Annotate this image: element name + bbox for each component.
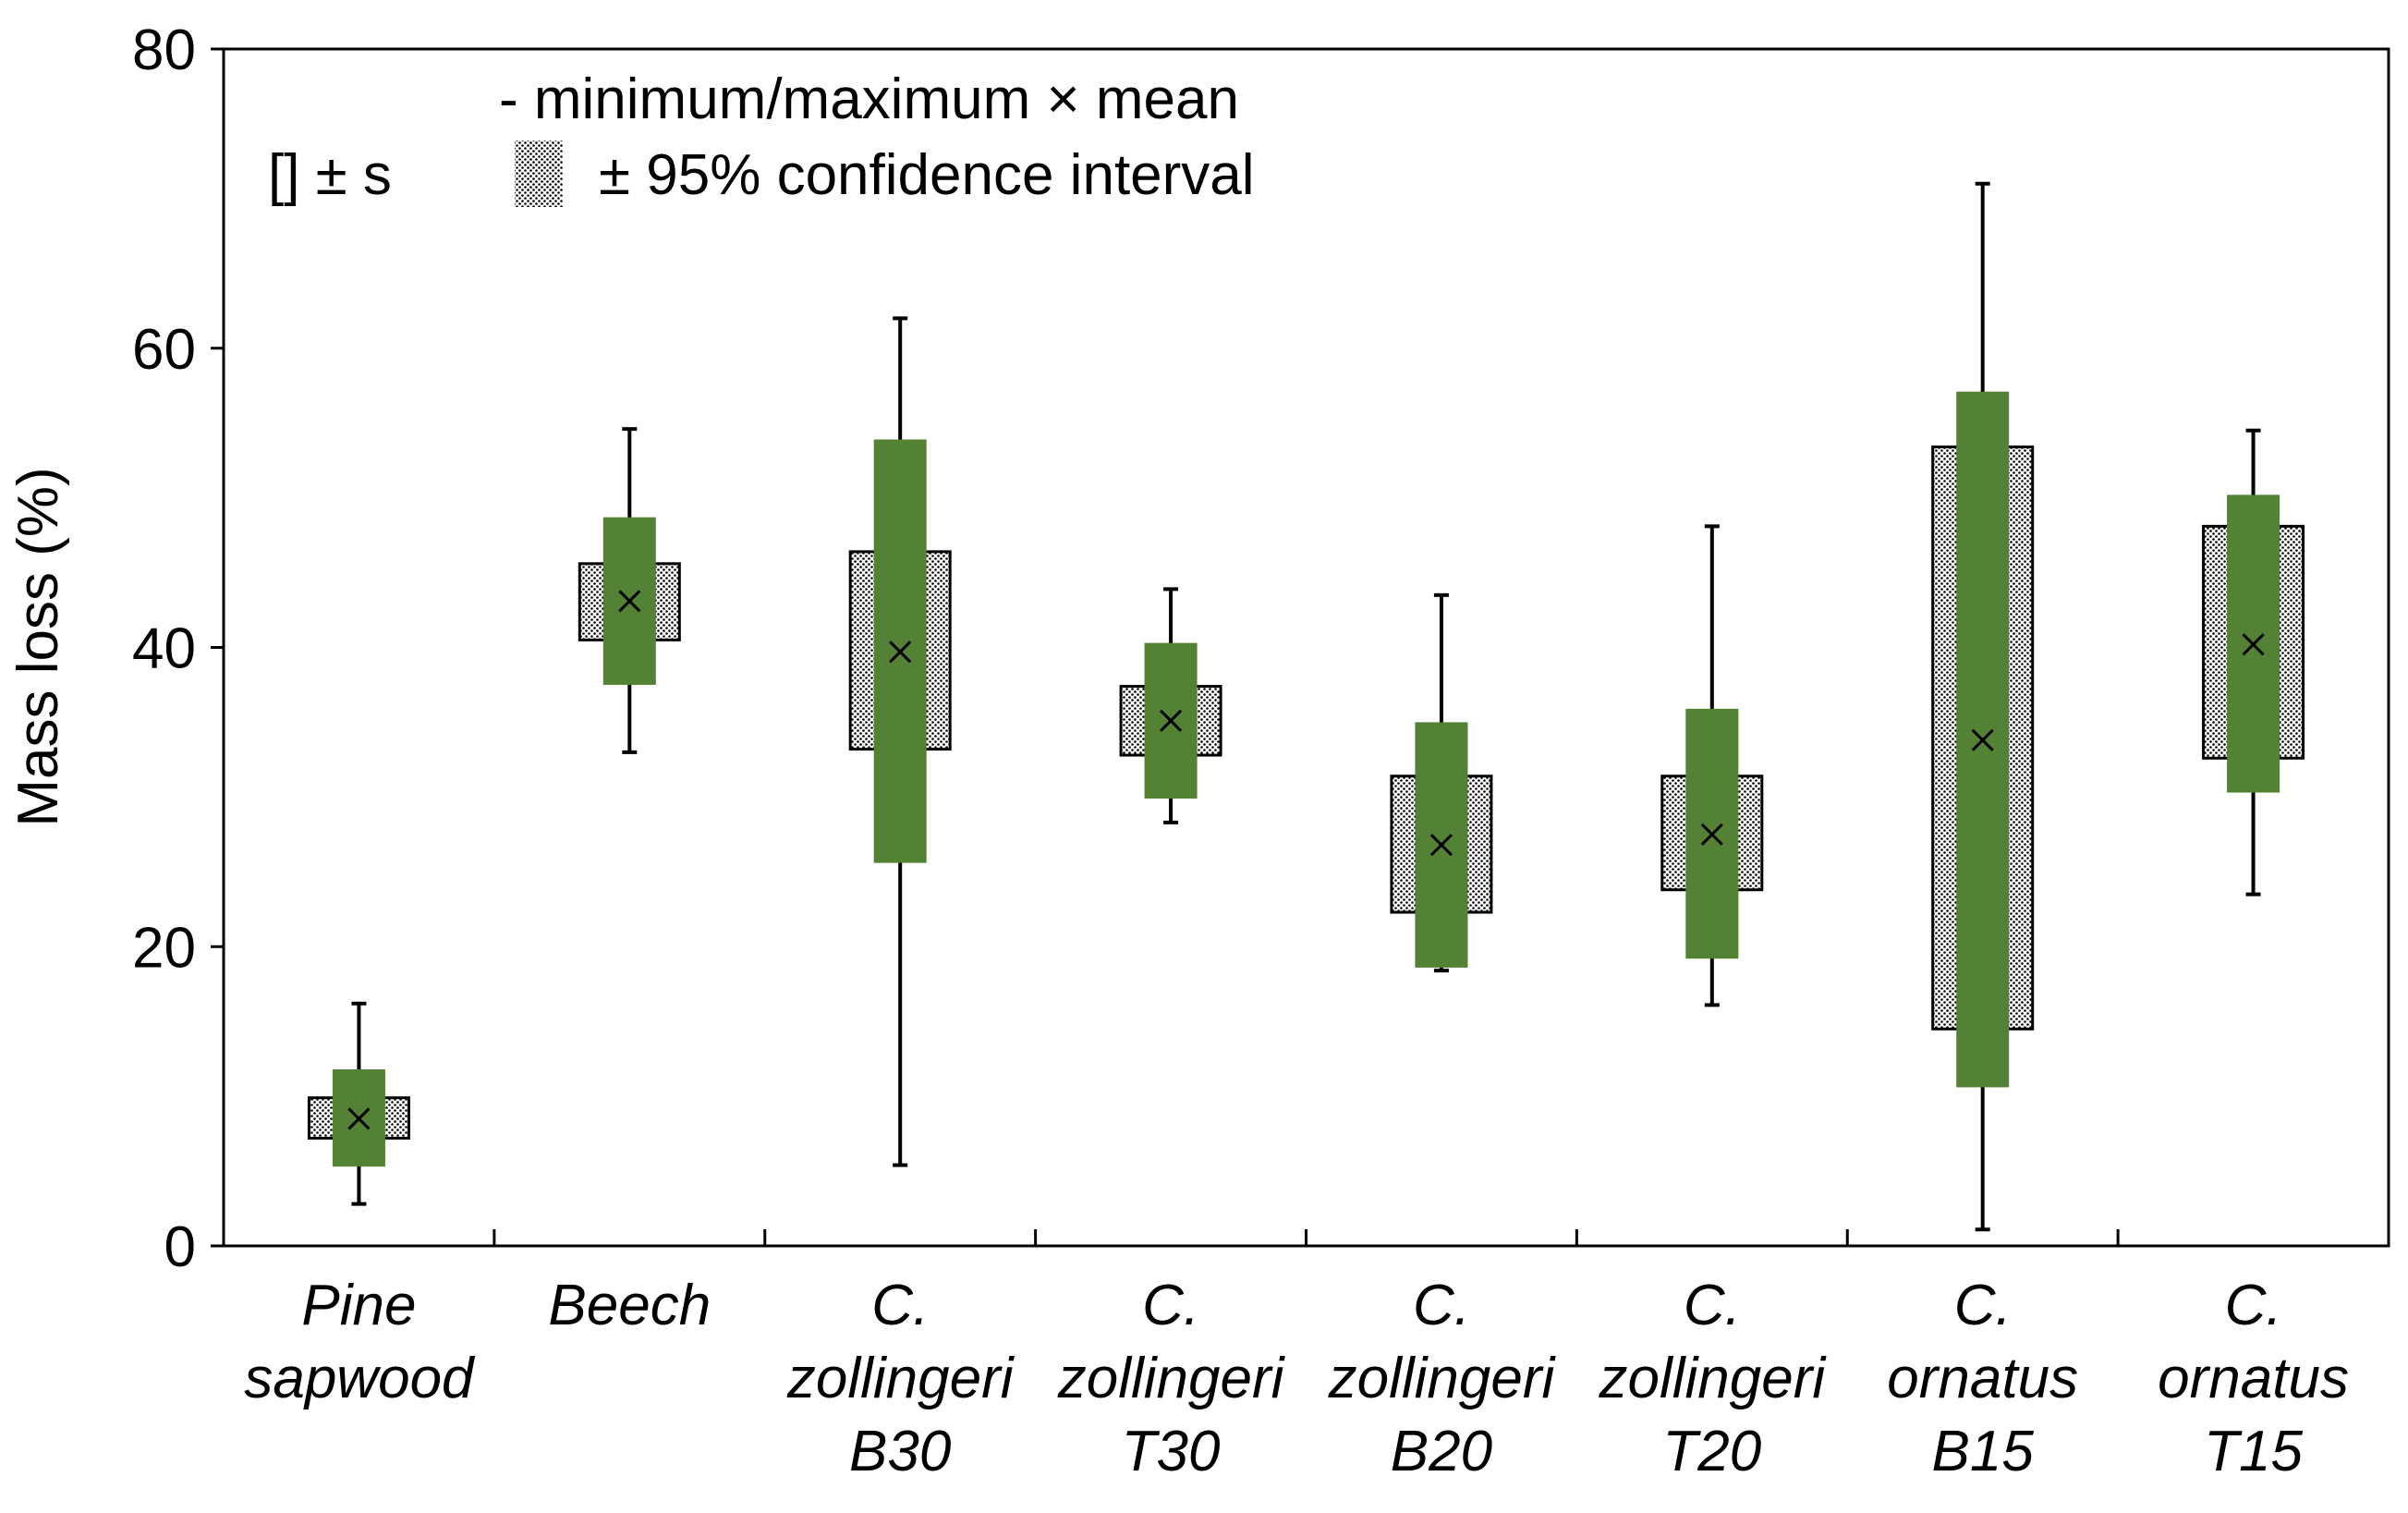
legend-ci-swatch: [515, 140, 563, 207]
legend-range-label: - minimum/maximum: [499, 67, 1030, 131]
x-category-label-line: C.: [1684, 1274, 1741, 1337]
mean-marker: [618, 590, 641, 613]
x-category-label: C. ornatus B15: [1887, 1274, 2078, 1483]
x-category-label-line: T20: [1662, 1420, 1761, 1483]
x-category-label: C. zollingeri B30: [786, 1274, 1015, 1483]
mean-marker: [1971, 728, 1994, 751]
x-axis: Pine sapwood Beech C. zollingeri B30 C. zolling…: [244, 1229, 2349, 1483]
mean-marker: [889, 641, 912, 664]
x-category-label: C. zollingeri T20: [1598, 1274, 1827, 1483]
x-category-label-line: zollingeri: [1057, 1347, 1286, 1410]
x-category-label: Pine sapwood: [244, 1274, 476, 1410]
x-category-label-line: Pine: [301, 1274, 416, 1337]
mean-marker: [1700, 823, 1723, 846]
y-tick-label: 40: [132, 617, 196, 681]
legend-ci-label: ± 95% confidence interval: [599, 143, 1255, 207]
mean-marker: [1429, 834, 1453, 857]
mean-marker: [2242, 633, 2265, 656]
mean-marker: [1160, 709, 1183, 732]
x-category-label-line: ornatus: [1887, 1347, 2078, 1410]
y-tick-label: 0: [164, 1215, 196, 1279]
x-category-label-line: sapwood: [244, 1347, 476, 1410]
legend-range-mean: - minimum/maximum × mean: [499, 67, 1239, 131]
x-category-label-line: zollingeri: [1328, 1347, 1557, 1410]
x-category-label: C. ornatus T15: [2158, 1274, 2349, 1483]
x-category-label-line: C.: [2225, 1274, 2282, 1337]
y-axis: 0 20 40 60 80: [132, 18, 224, 1279]
legend: - minimum/maximum × mean [] ± s ± 95% co…: [268, 67, 1255, 207]
x-category-label-line: C.: [1142, 1274, 1199, 1337]
x-category-label-line: C.: [871, 1274, 929, 1337]
y-axis-label: Mass loss (%): [6, 467, 70, 826]
x-category-label: C. zollingeri B20: [1328, 1274, 1557, 1483]
x-category-label-line: B15: [1932, 1420, 2035, 1483]
x-category-label-line: B30: [849, 1420, 951, 1483]
x-category-label-line: zollingeri: [1598, 1347, 1827, 1410]
x-category-label-line: Beech: [548, 1274, 711, 1337]
legend-mean-label: × mean: [1046, 67, 1239, 131]
plot-area-frame: [222, 47, 2390, 1248]
x-category-label-line: B20: [1391, 1420, 1492, 1483]
y-tick-label: 20: [132, 916, 196, 980]
y-tick-label: 80: [132, 18, 196, 82]
x-category-label-line: T30: [1122, 1420, 1221, 1483]
y-tick-label: 60: [132, 318, 196, 382]
legend-sd-label: [] ± s: [268, 143, 392, 207]
x-category-label-line: zollingeri: [786, 1347, 1015, 1410]
x-category-label-line: C.: [1954, 1274, 2012, 1337]
x-category-label: C. zollingeri T30: [1057, 1274, 1286, 1483]
x-category-label-line: T15: [2204, 1420, 2303, 1483]
boxes-layer: [307, 181, 2305, 1232]
x-category-label-line: C.: [1413, 1274, 1470, 1337]
x-category-label: Beech: [548, 1274, 711, 1337]
mean-marker: [347, 1107, 371, 1130]
x-category-label-line: ornatus: [2158, 1347, 2349, 1410]
